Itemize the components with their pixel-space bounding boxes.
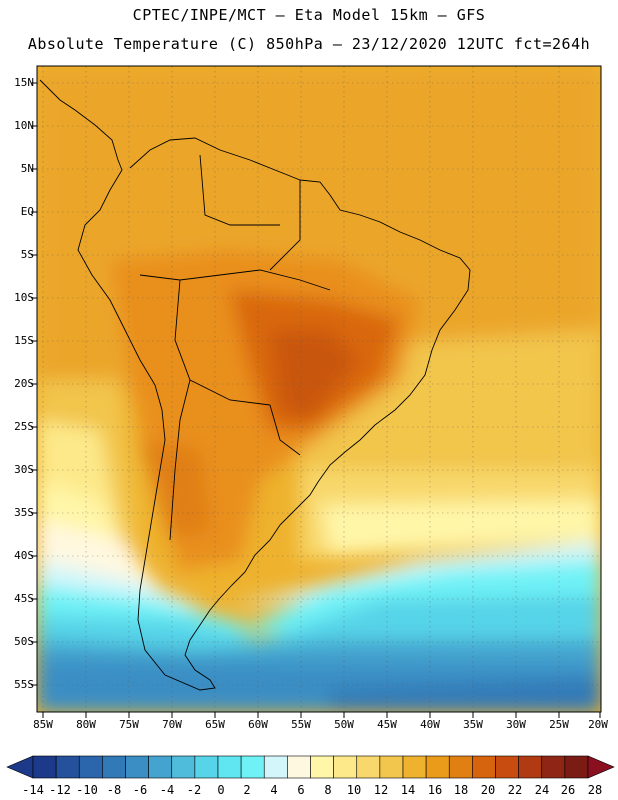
colorbar-label: 22: [507, 783, 523, 797]
lon-label: 20W: [588, 718, 608, 731]
colorbar-swatch: [333, 755, 358, 779]
colorbar-swatch: [125, 755, 149, 779]
continent-hottest-26: [270, 330, 360, 420]
colorbar-label: 24: [534, 783, 550, 797]
lon-label: 50W: [334, 718, 354, 731]
lat-label: 10N: [14, 119, 34, 132]
colorbar-swatch: [425, 755, 450, 779]
colorbar-swatch: [472, 755, 496, 779]
colorbar-swatch: [564, 755, 589, 779]
central-america-coast: [39, 79, 123, 171]
band-4: [37, 540, 601, 620]
lat-label: 10S: [14, 291, 34, 304]
colorbar-swatch: [102, 755, 126, 779]
colorbar-swatch: [217, 755, 242, 779]
colorbar-swatch: [495, 755, 519, 779]
lon-label: 25W: [549, 718, 569, 731]
colorbar-label: -10: [76, 783, 98, 797]
colorbar-label: 6: [297, 783, 305, 797]
andes-warm: [140, 440, 210, 540]
band-minus8: [330, 680, 601, 712]
colorbar-swatch: [194, 755, 219, 779]
colorbar-swatch: [263, 755, 288, 779]
country-borders: [139, 154, 331, 541]
lat-label: 20S: [14, 377, 34, 390]
colorbar-label: 18: [453, 783, 469, 797]
lat-label: 40S: [14, 549, 34, 562]
colorbar-swatch: [541, 755, 566, 779]
colorbar-label: -14: [22, 783, 44, 797]
colorbar-label: 12: [373, 783, 389, 797]
lon-label: 70W: [162, 718, 182, 731]
colorbar-label: -12: [49, 783, 71, 797]
lat-label: 5S: [20, 248, 34, 261]
lat-label: 15S: [14, 334, 34, 347]
colorbar-swatch: [356, 755, 381, 779]
map-frame: [36, 65, 602, 713]
colorbar-swatch: [78, 755, 103, 779]
coastlines: [39, 79, 471, 691]
colorbar-swatch: [448, 755, 473, 779]
lon-label: 35W: [463, 718, 483, 731]
colorbar-label: -2: [186, 783, 202, 797]
caribbean-coast: [129, 137, 301, 181]
lon-label: 30W: [506, 718, 526, 731]
colorbar-swatch: [402, 755, 427, 779]
lon-label: 80W: [76, 718, 96, 731]
colorbar-swatch: [310, 755, 334, 779]
colorbar-label: 10: [346, 783, 362, 797]
lon-label: 40W: [420, 718, 440, 731]
colorbar-swatch: [171, 755, 196, 779]
colorbar-label: 20: [480, 783, 496, 797]
south-america-coast: [77, 169, 471, 691]
lat-label: EQ: [20, 205, 34, 218]
lat-label: 45S: [14, 592, 34, 605]
lon-label: 75W: [119, 718, 139, 731]
graticule: [37, 66, 601, 712]
lat-label: 5N: [20, 162, 34, 175]
colorbar-label: 16: [427, 783, 443, 797]
lat-label: 25S: [14, 420, 34, 433]
colorbar-label: 14: [400, 783, 416, 797]
lon-label: 85W: [33, 718, 53, 731]
colorbar-swatch: [240, 755, 265, 779]
lon-label: 45W: [377, 718, 397, 731]
atlantic-band-10: [320, 500, 601, 555]
colorbar-swatch: [518, 755, 543, 779]
lat-label: 15N: [14, 76, 34, 89]
colorbar-arrow-high: [587, 755, 615, 779]
colorbar-label: 28: [587, 783, 603, 797]
map-title-line-2: Absolute Temperature (C) 850hPa — 23/12/…: [27, 35, 591, 53]
colorbar: [6, 755, 615, 779]
colorbar-swatch: [55, 755, 80, 779]
colorbar-swatch: [32, 755, 57, 779]
lat-label: 50S: [14, 635, 34, 648]
colorbar-label: 8: [324, 783, 332, 797]
lat-label: 55S: [14, 678, 34, 691]
colorbar-label: 2: [243, 783, 251, 797]
lon-label: 60W: [248, 718, 268, 731]
lat-label: 30S: [14, 463, 34, 476]
lat-label: 35S: [14, 506, 34, 519]
colorbar-label: 26: [560, 783, 576, 797]
colorbar-swatch: [287, 755, 311, 779]
colorbar-label: 0: [217, 783, 225, 797]
map-title-line-1: CPTEC/INPE/MCT — Eta Model 15km — GFS: [132, 6, 486, 24]
lon-label: 55W: [291, 718, 311, 731]
colorbar-label: -8: [106, 783, 122, 797]
colorbar-label: -6: [132, 783, 148, 797]
colorbar-label: -4: [159, 783, 175, 797]
colorbar-arrow-low: [6, 755, 34, 779]
colorbar-swatch: [379, 755, 404, 779]
temperature-field: [37, 66, 601, 712]
lon-label: 65W: [205, 718, 225, 731]
axis-ticks: [31, 82, 601, 718]
colorbar-swatch: [148, 755, 173, 779]
colorbar-label: 4: [270, 783, 278, 797]
